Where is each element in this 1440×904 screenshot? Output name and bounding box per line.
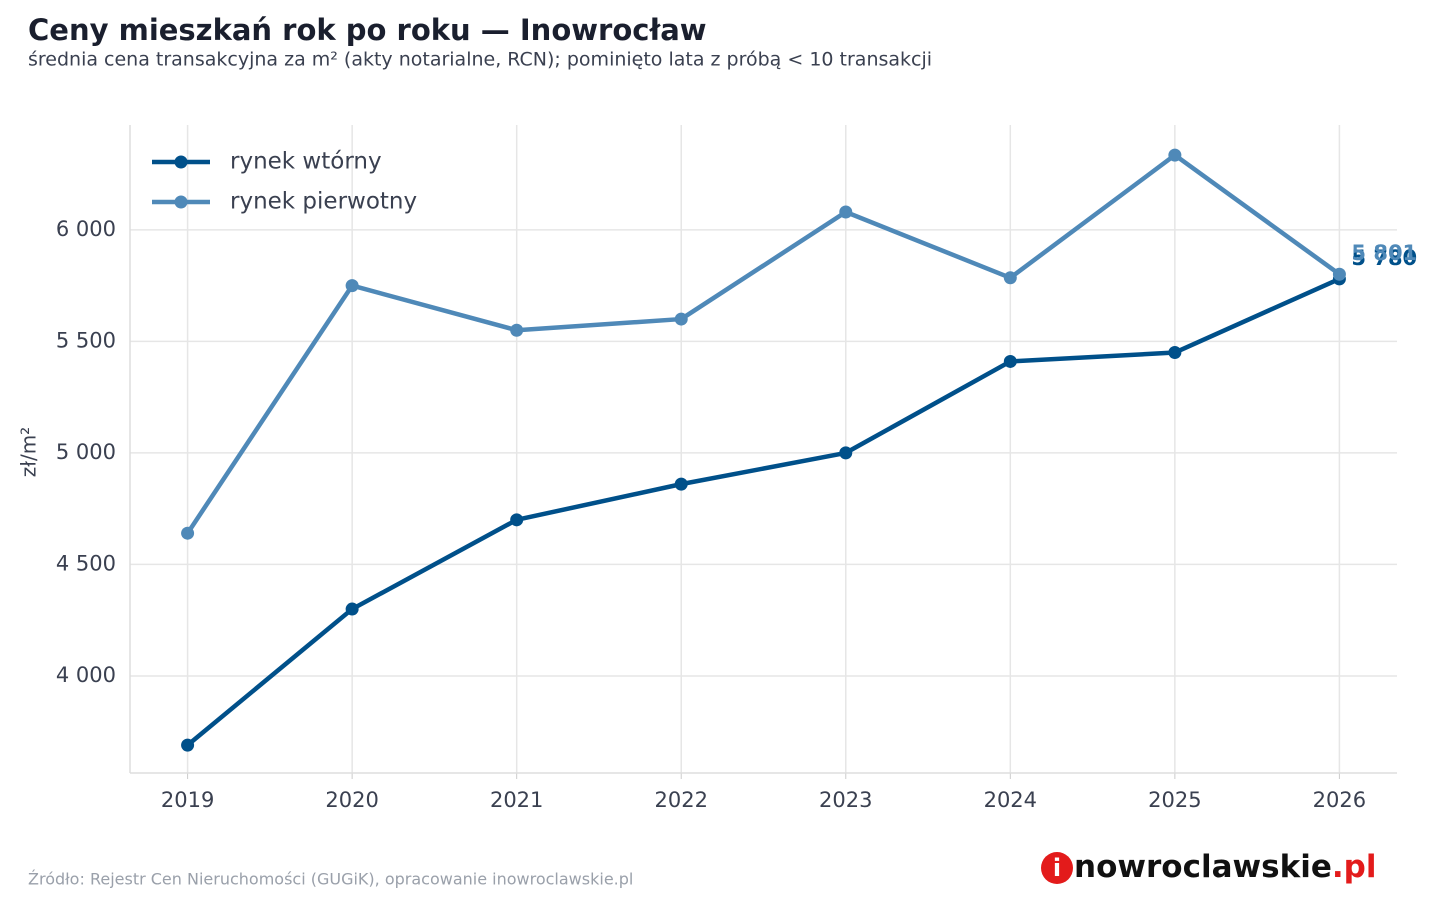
brand-tld: .pl	[1332, 849, 1377, 885]
point	[674, 312, 688, 326]
point	[1332, 267, 1346, 281]
x-tick-label: 2023	[819, 788, 872, 812]
x-tick-label: 2025	[1148, 788, 1201, 812]
y-tick-label: 4 500	[56, 551, 116, 575]
legend-marker	[174, 155, 188, 169]
point	[1168, 148, 1182, 162]
point	[1003, 354, 1017, 368]
point	[674, 477, 688, 491]
x-tick-label: 2019	[161, 788, 214, 812]
y-tick-label: 5 500	[56, 328, 116, 352]
point	[345, 279, 359, 293]
point	[1003, 271, 1017, 285]
brand-name: nowroclawskie	[1074, 849, 1332, 885]
x-tick-label: 2020	[325, 788, 378, 812]
point	[345, 602, 359, 616]
point	[181, 526, 195, 540]
legend-label: rynek pierwotny	[230, 189, 417, 215]
x-tick-label: 2024	[984, 788, 1037, 812]
point	[510, 323, 524, 337]
y-axis-label: zł/m²	[17, 427, 41, 477]
y-tick-label: 6 000	[56, 217, 116, 241]
chart-title: Ceny mieszkań rok po roku — Inowrocław	[28, 13, 707, 47]
y-tick-label: 5 000	[56, 440, 116, 464]
chart-subtitle: średnia cena transakcyjna za m² (akty no…	[28, 49, 932, 71]
value-label: 5 801	[1351, 241, 1417, 265]
legend-marker	[174, 195, 188, 209]
point	[510, 513, 524, 527]
point	[839, 446, 853, 460]
x-tick-label: 2021	[490, 788, 543, 812]
source-note: Źródło: Rejestr Cen Nieruchomości (GUGiK…	[28, 870, 633, 889]
line	[186, 276, 1341, 747]
x-tick-label: 2022	[655, 788, 708, 812]
brand-icon: i	[1053, 854, 1061, 882]
brand-name: nowroclawskie.pl	[1074, 849, 1376, 885]
line	[185, 152, 1341, 535]
point	[1168, 346, 1182, 360]
y-tick-label: 4 000	[56, 663, 116, 687]
x-tick-label: 2026	[1313, 788, 1366, 812]
legend-label: rynek wtórny	[230, 149, 382, 175]
value-label: 5 780	[1351, 246, 1417, 270]
brand-icon-bg	[1041, 852, 1073, 884]
point	[181, 738, 195, 752]
point	[839, 205, 853, 219]
